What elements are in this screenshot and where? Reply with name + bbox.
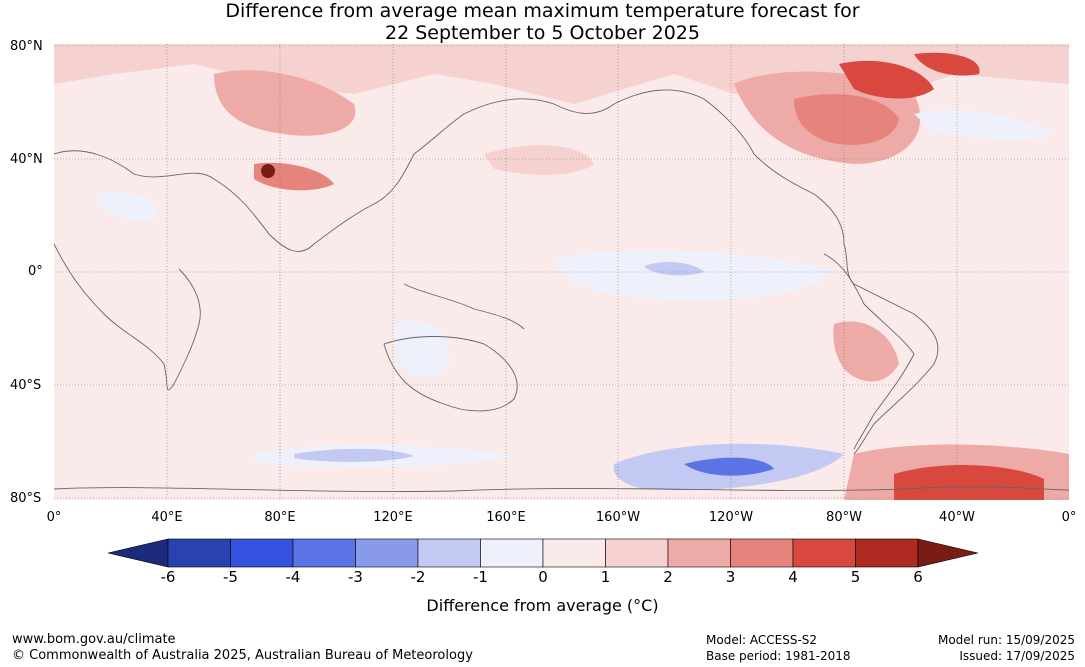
colorbar-tick-label: 1 <box>600 568 611 586</box>
lon-label-0-right: 0° <box>1061 510 1077 525</box>
colorbar-label: Difference from average (°C) <box>426 596 659 615</box>
lat-label-80n: 80°N <box>10 39 43 54</box>
lon-label-80w: 80°W <box>826 510 862 525</box>
lon-label-120e: 120°E <box>373 510 413 525</box>
colorbar-segment <box>542 538 606 568</box>
colorbar-segment <box>417 538 481 568</box>
colorbar-segment <box>855 538 919 568</box>
colorbar-tick-label: -4 <box>285 568 301 586</box>
colorbar-segment <box>667 538 731 568</box>
colorbar-segment <box>730 538 794 568</box>
lon-label-160e: 160°E <box>486 510 526 525</box>
map-title-line1: Difference from average mean maximum tem… <box>225 0 860 22</box>
map-title-line2: 22 September to 5 October 2025 <box>385 22 700 44</box>
colorbar-segment <box>792 538 856 568</box>
colorbar-tick-label: 5 <box>850 568 861 586</box>
colorbar-segment <box>167 538 231 568</box>
colorbar-tick-label: 6 <box>913 568 923 586</box>
footer-url: www.bom.gov.au/climate <box>12 632 176 647</box>
footer-model: Model: ACCESS-S2 <box>706 633 818 647</box>
lat-label-40n: 40°N <box>10 152 43 167</box>
coastlines <box>54 89 1069 493</box>
colorbar-extend-low <box>108 538 169 568</box>
colorbar-tick-label: -3 <box>348 568 363 586</box>
colorbar-segment <box>605 538 669 568</box>
footer-base-period: Base period: 1981-2018 <box>706 649 851 663</box>
colorbar-extend-high <box>917 538 978 568</box>
colorbar-tick-label: -5 <box>223 568 238 586</box>
anomaly-regions <box>54 44 1069 500</box>
lon-label-40w: 40°W <box>939 510 975 525</box>
colorbar-segment <box>230 538 294 568</box>
lon-label-40e: 40°E <box>151 510 183 525</box>
lon-label-0-left: 0° <box>46 510 62 525</box>
footer-model-run: Model run: 15/09/2025 <box>937 633 1075 647</box>
footer-issued: Issued: 17/09/2025 <box>959 649 1075 663</box>
temperature-anomaly-map <box>54 44 1069 500</box>
colorbar-segment <box>355 538 419 568</box>
graticule <box>54 44 1069 500</box>
colorbar-tick-label: 3 <box>725 568 736 586</box>
colorbar <box>108 538 978 568</box>
colorbar-tick-label: -2 <box>410 568 426 586</box>
lon-label-120w: 120°W <box>708 510 754 525</box>
colorbar-tick-label: 0 <box>538 568 548 586</box>
colorbar-segment <box>292 538 356 568</box>
colorbar-tick-label: 2 <box>663 568 673 586</box>
lon-label-80e: 80°E <box>264 510 296 525</box>
colorbar-segment <box>480 538 544 568</box>
colorbar-tick-label: -6 <box>160 568 176 586</box>
colorbar-tick-label: 4 <box>788 568 798 586</box>
footer-copyright: © Commonwealth of Australia 2025, Austra… <box>12 648 473 663</box>
lat-label-40s: 40°S <box>10 378 42 393</box>
lon-label-160w: 160°W <box>595 510 641 525</box>
lat-label-80s: 80°S <box>10 491 42 506</box>
lat-label-0: 0° <box>28 264 43 279</box>
colorbar-tick-label: -1 <box>473 568 488 586</box>
